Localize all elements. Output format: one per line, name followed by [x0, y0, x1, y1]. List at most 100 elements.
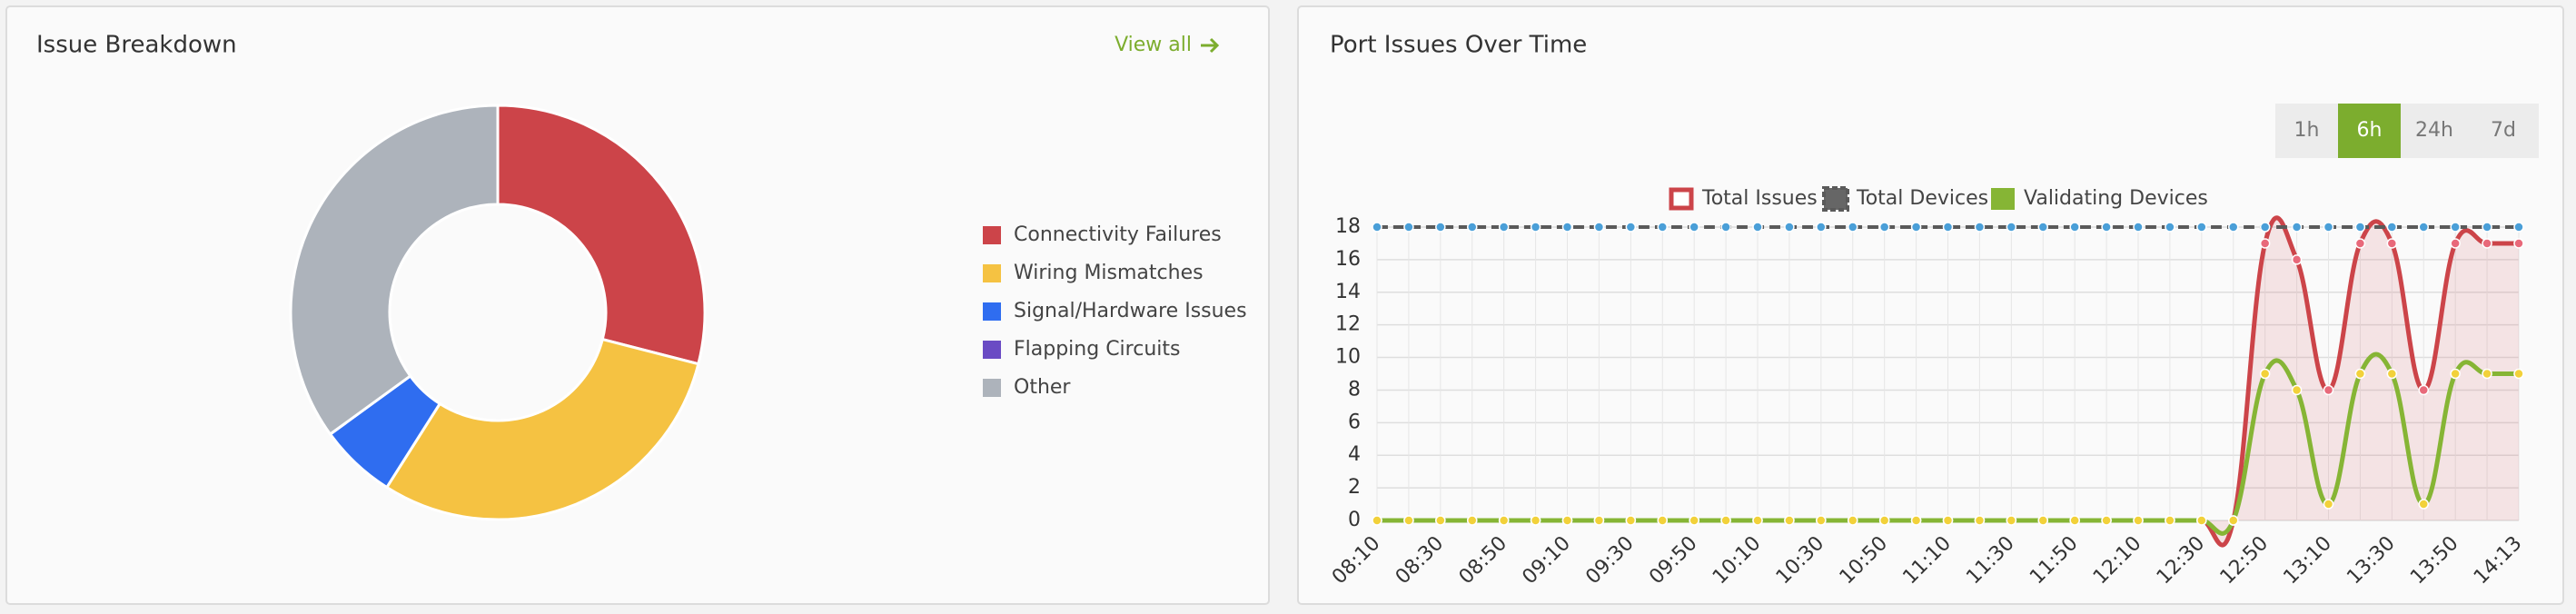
point [1910, 515, 1922, 526]
y-tick-label: 4 [1348, 443, 1361, 466]
donut-segment [289, 104, 500, 437]
button-bg[interactable] [2401, 104, 2468, 158]
point [1657, 515, 1668, 526]
legend-swatch[interactable] [1991, 188, 2015, 210]
point [2291, 384, 2303, 396]
point [2418, 499, 2429, 510]
range-button[interactable]: 1h [2275, 104, 2338, 158]
point [1910, 222, 1922, 233]
legend-item[interactable]: Total Devices [1822, 186, 1988, 212]
point [2418, 384, 2429, 396]
point [2450, 222, 2461, 233]
point [2133, 222, 2144, 233]
point [1625, 222, 1637, 233]
point [2323, 499, 2334, 510]
point [2101, 222, 2112, 233]
point [1784, 515, 1795, 526]
y-tick-label: 14 [1335, 281, 1361, 303]
point [1689, 515, 1699, 526]
point [1625, 515, 1637, 526]
point [2323, 384, 2334, 396]
arrow-icon[interactable] [1201, 37, 1220, 54]
button-bg[interactable] [2338, 104, 2401, 158]
legend-swatch[interactable] [1669, 187, 1694, 211]
legend-item[interactable]: Total Issues [1669, 187, 1818, 211]
point [2482, 238, 2492, 249]
point [1784, 222, 1795, 233]
point [1530, 515, 1541, 526]
point [2228, 222, 2239, 233]
legend-swatch [983, 379, 1001, 397]
legend-swatch [983, 264, 1001, 282]
point [1561, 515, 1573, 526]
point [2006, 515, 2017, 526]
donut-segment [496, 104, 707, 366]
point [2196, 515, 2207, 526]
button-label[interactable]: 6h [2357, 119, 2383, 142]
point [1942, 515, 1954, 526]
range-button[interactable]: 24h [2401, 104, 2468, 158]
point [2165, 222, 2175, 233]
legend-label: Connectivity Failures [1014, 223, 1222, 246]
donut-segment [384, 337, 700, 521]
button-label[interactable]: 24h [2415, 119, 2453, 142]
point [2259, 368, 2271, 380]
point [1974, 222, 1986, 233]
legend-label[interactable]: Total Issues [1701, 187, 1818, 210]
range-button[interactable]: 7d [2468, 104, 2539, 158]
point [2450, 238, 2461, 249]
point [1372, 515, 1382, 526]
point [1720, 222, 1731, 233]
legend-label[interactable]: Total Devices [1856, 187, 1988, 210]
legend-swatch [983, 302, 1001, 321]
point [1561, 222, 1573, 233]
point [1720, 515, 1731, 526]
point [2354, 222, 2366, 233]
link-text[interactable]: View all [1115, 34, 1192, 56]
range-button[interactable]: 6h [2338, 104, 2401, 158]
legend-label: Other [1014, 376, 1071, 399]
point [2291, 254, 2303, 265]
point [1372, 222, 1382, 233]
point [1403, 515, 1414, 526]
point [1848, 222, 1858, 233]
point [1593, 515, 1605, 526]
button-label[interactable]: 7d [2491, 119, 2516, 142]
point [1942, 222, 1954, 233]
button-label[interactable]: 1h [2294, 119, 2320, 142]
y-tick-label: 0 [1348, 509, 1361, 531]
legend-swatch [983, 341, 1001, 359]
point [1878, 222, 1890, 233]
point [2101, 515, 2112, 526]
y-tick-label: 12 [1335, 313, 1361, 336]
y-tick-label: 6 [1348, 411, 1361, 433]
point [1657, 222, 1668, 233]
button-bg[interactable] [2468, 104, 2539, 158]
point [1530, 222, 1541, 233]
point [2133, 515, 2144, 526]
point [2513, 368, 2524, 380]
legend-item[interactable]: Validating Devices [1991, 187, 2208, 210]
button-bg[interactable] [2275, 104, 2338, 158]
point [1752, 515, 1763, 526]
y-tick-label: 10 [1335, 346, 1361, 369]
point [2037, 515, 2048, 526]
legend-swatch [983, 226, 1001, 244]
legend-label[interactable]: Validating Devices [2024, 187, 2208, 210]
point [2513, 238, 2524, 249]
point [2513, 222, 2524, 233]
point [1498, 222, 1510, 233]
point [1974, 515, 1986, 526]
legend-swatch[interactable] [1822, 186, 1849, 212]
point [2259, 222, 2271, 233]
point [2386, 238, 2398, 249]
view-all-link[interactable]: View all [1115, 34, 1220, 56]
point [1498, 515, 1510, 526]
point [2354, 238, 2366, 249]
point [1467, 515, 1478, 526]
point [2418, 222, 2429, 233]
point [2323, 222, 2334, 233]
point [1848, 515, 1858, 526]
point [1878, 515, 1890, 526]
